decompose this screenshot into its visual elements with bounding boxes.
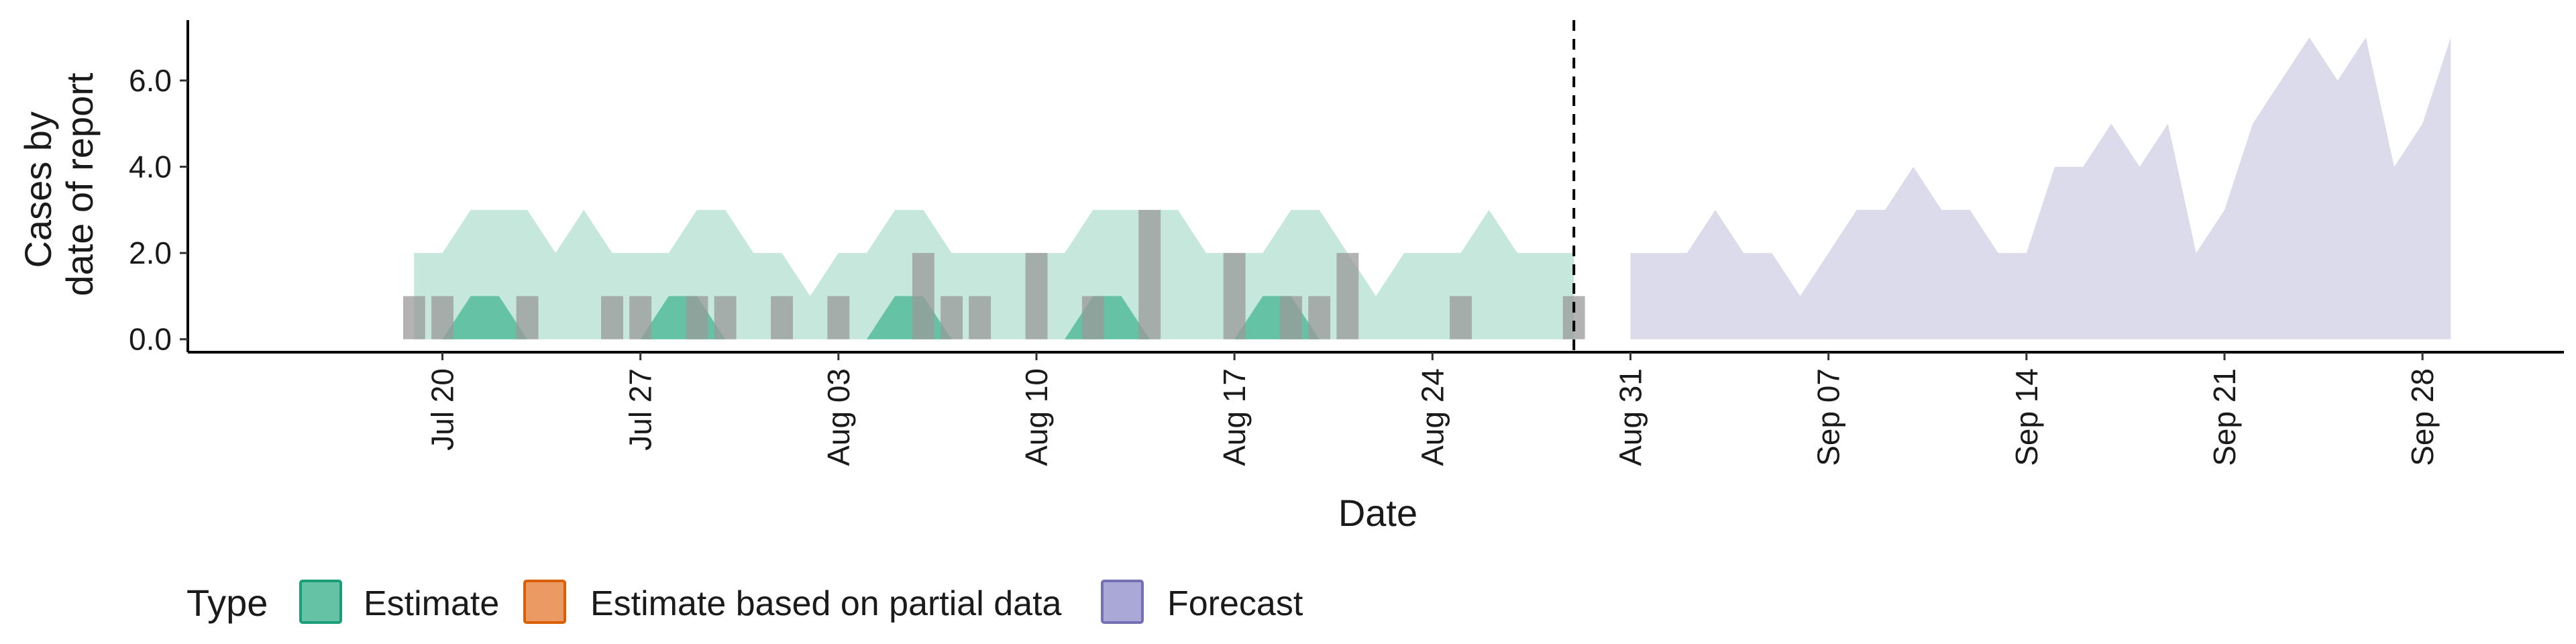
x-tick-label: Aug 17 bbox=[1217, 368, 1252, 466]
case-bar bbox=[1223, 253, 1246, 339]
case-bar bbox=[1450, 296, 1472, 339]
case-bar bbox=[1138, 209, 1161, 339]
y-axis-ticks: 0.0 2.0 4.0 6.0 bbox=[129, 63, 188, 357]
case-bar bbox=[402, 296, 425, 339]
x-tick-label: Jul 27 bbox=[623, 368, 658, 451]
x-tick-label: Sep 07 bbox=[1811, 368, 1846, 466]
x-tick-label: Aug 31 bbox=[1613, 368, 1648, 466]
case-bar bbox=[912, 253, 934, 339]
case-bar bbox=[629, 296, 652, 339]
y-tick-label: 0.0 bbox=[129, 322, 172, 357]
case-bar bbox=[431, 296, 453, 339]
y-axis-title-line-2: date of report bbox=[58, 72, 101, 297]
legend-label-forecast: Forecast bbox=[1167, 584, 1303, 623]
y-axis-title: Cases by date of report bbox=[17, 72, 101, 297]
case-bar bbox=[1336, 253, 1359, 339]
y-tick-label: 6.0 bbox=[129, 63, 172, 98]
y-tick-label: 2.0 bbox=[129, 235, 172, 270]
estimate-inner-peak-1 bbox=[442, 296, 527, 339]
case-bar bbox=[1280, 296, 1302, 339]
case-bar bbox=[1308, 296, 1331, 339]
forecast-band bbox=[1630, 37, 2451, 339]
x-tick-label: Sep 28 bbox=[2405, 368, 2440, 466]
case-bar bbox=[1081, 296, 1104, 339]
legend-key-estimate-partial bbox=[523, 580, 566, 624]
estimate-outer-band bbox=[414, 209, 1574, 339]
case-bar bbox=[601, 296, 623, 339]
case-bar bbox=[771, 296, 793, 339]
x-tick-label: Aug 03 bbox=[821, 368, 856, 466]
legend: Type Estimate Estimate based on partial … bbox=[186, 580, 1303, 624]
x-tick-label: Aug 24 bbox=[1415, 368, 1450, 466]
legend-label-estimate: Estimate bbox=[364, 584, 499, 623]
y-axis-title-line-1: Cases by bbox=[17, 111, 59, 268]
case-bar bbox=[686, 296, 708, 339]
legend-key-forecast bbox=[1101, 580, 1144, 624]
estimate-outer-area bbox=[414, 209, 1574, 339]
x-tick-label: Sep 21 bbox=[2207, 368, 2242, 466]
legend-key-estimate bbox=[299, 580, 342, 624]
case-bar bbox=[827, 296, 850, 339]
case-bar bbox=[969, 296, 991, 339]
x-axis-title: Date bbox=[1338, 492, 1417, 534]
legend-title: Type bbox=[186, 582, 268, 624]
case-bar bbox=[941, 296, 963, 339]
case-bar bbox=[1025, 253, 1048, 339]
y-tick-label: 4.0 bbox=[129, 150, 172, 184]
x-tick-label: Aug 10 bbox=[1019, 368, 1054, 466]
x-tick-label: Sep 14 bbox=[2009, 368, 2044, 466]
x-axis-ticks: Jul 20 Jul 27 Aug 03 Aug 10 Aug 17 Aug 24 Aug … bbox=[425, 352, 2440, 466]
reported-cases-bars bbox=[402, 209, 1585, 339]
case-bar bbox=[714, 296, 737, 339]
axes bbox=[186, 20, 2564, 354]
forecast-area bbox=[1630, 37, 2451, 339]
x-tick-label: Jul 20 bbox=[425, 368, 460, 451]
case-bar bbox=[516, 296, 539, 339]
legend-label-estimate-partial: Estimate based on partial data bbox=[590, 584, 1062, 623]
